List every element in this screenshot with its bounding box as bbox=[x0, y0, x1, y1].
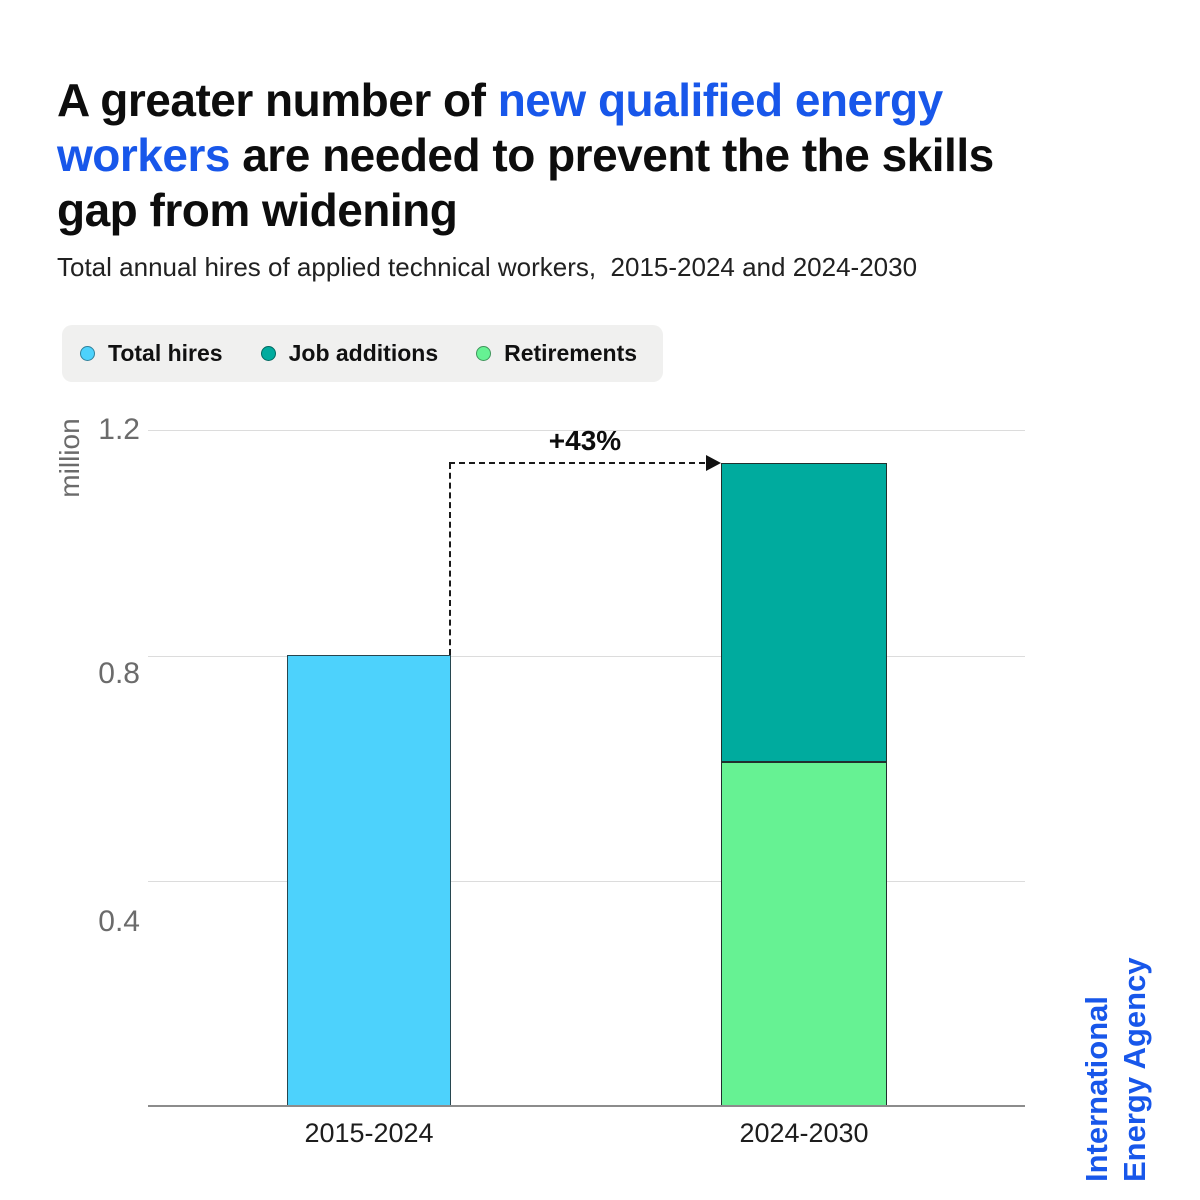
title-text-accent-2: workers bbox=[57, 128, 230, 181]
y-tick-1-2: 1.2 bbox=[98, 413, 140, 446]
x-tick-2024-2030: 2024-2030 bbox=[739, 1118, 869, 1148]
legend-item-job-additions: Job additions bbox=[260, 340, 439, 367]
gridline-0-4 bbox=[148, 881, 1025, 882]
chart-legend: Total hires Job additions Retirements bbox=[62, 325, 664, 382]
title-text-accent-1: new qualified energy bbox=[497, 73, 944, 126]
page-title: A greater number of new qualified energy… bbox=[57, 73, 1072, 238]
legend-label-retirements: Retirements bbox=[504, 340, 638, 366]
legend-item-retirements: Retirements bbox=[476, 340, 637, 367]
annotation-dashed-horizontal-line bbox=[449, 462, 705, 464]
retirements-dot-icon bbox=[476, 346, 492, 361]
legend-label-total-hires: Total hires bbox=[108, 340, 223, 366]
total-hires-dot-icon bbox=[80, 346, 95, 361]
source-international-energy-agency: International Energy Agency bbox=[1079, 957, 1152, 1182]
y-tick-0-8: 0.8 bbox=[98, 657, 140, 690]
bar-job-additions-2024-2030 bbox=[721, 463, 887, 762]
job-additions-dot-icon bbox=[260, 346, 276, 361]
chart-subtitle: Total annual hires of applied technical … bbox=[57, 252, 918, 282]
y-tick-0-4: 0.4 bbox=[98, 905, 140, 938]
annotation-dashed-vertical-line bbox=[449, 463, 451, 655]
gridline-0-8 bbox=[148, 656, 1025, 657]
gridline-1-2 bbox=[148, 430, 1025, 431]
title-text-dark-1: A greater number of bbox=[57, 73, 498, 126]
bar-total-hires-2015-2024 bbox=[287, 655, 451, 1106]
annotation-percent-label: +43% bbox=[548, 425, 622, 456]
legend-item-total-hires: Total hires bbox=[80, 340, 223, 367]
title-text-dark-3: gap from widening bbox=[57, 183, 458, 236]
annotation-arrowhead-icon bbox=[706, 455, 721, 471]
x-axis-line bbox=[148, 1105, 1025, 1107]
legend-label-job-additions: Job additions bbox=[288, 340, 439, 366]
title-text-dark-2: are needed to prevent the the skills bbox=[229, 128, 994, 181]
x-tick-2015-2024: 2015-2024 bbox=[304, 1118, 434, 1148]
bar-retirements-2024-2030 bbox=[721, 762, 887, 1106]
